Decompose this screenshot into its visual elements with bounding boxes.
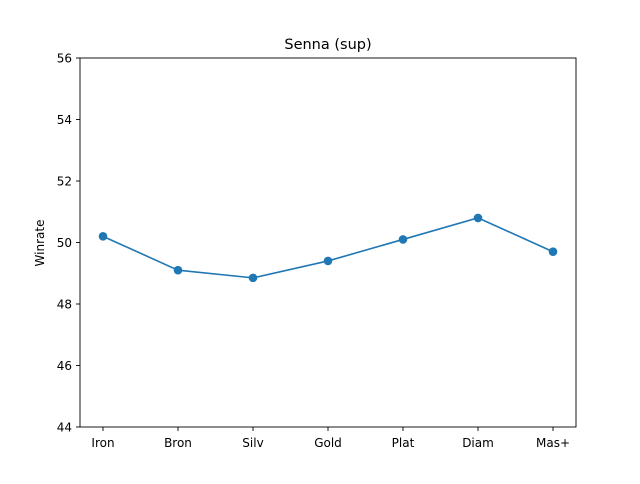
x-axis-ticks: Iron Bron Silv Gold Plat Diam Mas+: [91, 427, 570, 450]
y-axis-label: Winrate: [33, 220, 47, 267]
data-point: [248, 273, 258, 283]
x-tick-label: Gold: [314, 436, 342, 450]
x-tick-label: Silv: [242, 436, 263, 450]
x-tick-label: Mas+: [536, 436, 570, 450]
x-tick-label: Diam: [462, 436, 494, 450]
plot-frame: [79, 57, 577, 428]
data-point: [548, 247, 558, 257]
y-tick-label: 54: [57, 113, 72, 127]
y-tick-label: 50: [57, 236, 72, 250]
x-tick-label: Bron: [164, 436, 192, 450]
data-point: [98, 232, 108, 241]
data-point: [398, 235, 408, 244]
y-axis-ticks: 44 46 48 50 52 54 56: [57, 52, 80, 435]
data-point: [173, 265, 183, 275]
data-point: [323, 256, 333, 266]
x-tick-label: Plat: [392, 436, 415, 450]
y-tick-label: 48: [57, 298, 72, 312]
series-line: [102, 217, 554, 279]
series-layer: [98, 213, 558, 283]
data-point: [473, 213, 483, 223]
y-tick-label: 56: [57, 52, 72, 66]
y-tick-label: 44: [57, 421, 72, 435]
y-tick-label: 52: [57, 175, 72, 189]
chart-title: Senna (sup): [284, 37, 371, 53]
y-tick-label: 46: [57, 359, 72, 373]
x-tick-label: Iron: [91, 436, 114, 450]
